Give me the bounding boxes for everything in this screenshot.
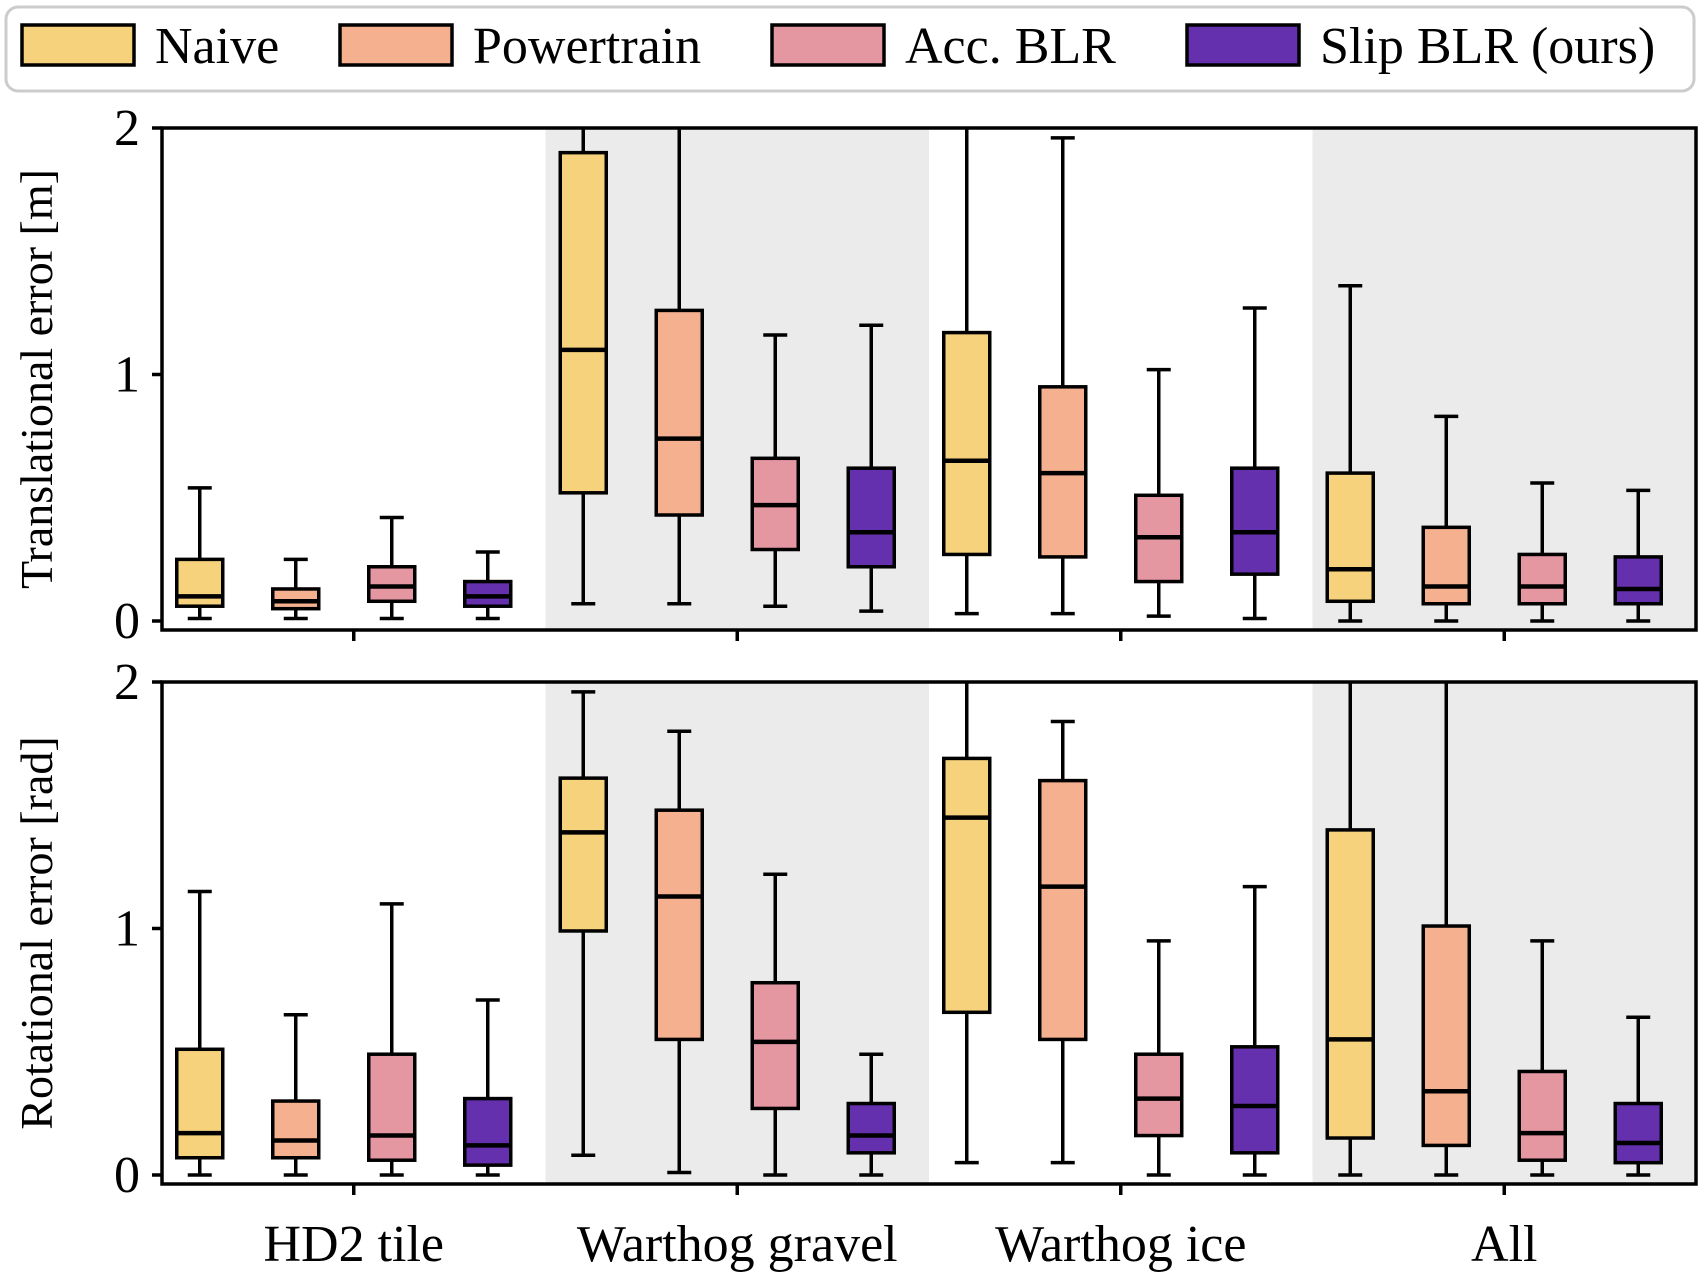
y-tick-label: 0 (114, 593, 140, 650)
box-naive-all (1325, 682, 1375, 1177)
box-iqr (1134, 1052, 1184, 1138)
legend-swatch-slip-blr-ours (1185, 23, 1301, 67)
box-naive-warthog-gravel (558, 690, 608, 1158)
box-iqr (367, 1052, 417, 1162)
box-iqr (1613, 1101, 1663, 1165)
box-acc-blr-warthog-gravel (750, 872, 800, 1177)
box-iqr (1421, 924, 1471, 1148)
box-powertrain-all (1421, 414, 1471, 623)
legend-swatch-acc-blr (770, 23, 886, 67)
box-naive-warthog-ice (942, 128, 992, 616)
category-band-all (1312, 682, 1696, 1184)
box-slip-blr-ours-all (1613, 488, 1663, 623)
box-naive-warthog-gravel (558, 128, 608, 606)
box-iqr (1613, 555, 1663, 606)
legend: Naive Powertrain Acc. BLR Slip BLR (ours) (4, 5, 1696, 93)
box-iqr (654, 308, 704, 517)
box-acc-blr-hd2-tile (367, 515, 417, 621)
x-tick-label-warthog-gravel: Warthog gravel (577, 1216, 898, 1273)
box-slip-blr-ours-warthog-gravel (846, 323, 896, 613)
category-band-warthog-gravel (545, 682, 929, 1184)
legend-label-powertrain: Powertrain (473, 18, 701, 75)
box-acc-blr-warthog-ice (1134, 367, 1184, 618)
box-iqr (846, 466, 896, 569)
x-tick-label-hd2-tile: HD2 tile (263, 1216, 444, 1273)
box-acc-blr-all (1517, 481, 1567, 623)
y-tick-label: 2 (114, 654, 140, 711)
box-slip-blr-ours-all (1613, 1015, 1663, 1177)
legend-swatch-naive (20, 23, 136, 67)
box-slip-blr-ours-warthog-gravel (846, 1052, 896, 1177)
box-powertrain-hd2-tile (271, 1013, 321, 1177)
y-tick-label: 1 (114, 347, 140, 404)
box-powertrain-warthog-ice (1038, 719, 1088, 1165)
y-tick-label: 1 (114, 901, 140, 958)
box-slip-blr-ours-hd2-tile (463, 550, 513, 621)
box-slip-blr-ours-hd2-tile (463, 998, 513, 1177)
box-acc-blr-warthog-ice (1134, 939, 1184, 1177)
box-powertrain-warthog-ice (1038, 136, 1088, 616)
box-naive-hd2-tile (175, 889, 225, 1177)
category-band-all (1312, 128, 1696, 630)
box-iqr (463, 1096, 513, 1167)
box-powertrain-warthog-gravel (654, 128, 704, 606)
box-iqr (558, 150, 608, 495)
box-iqr (1517, 552, 1567, 606)
box-iqr (942, 330, 992, 557)
box-powertrain-warthog-gravel (654, 729, 704, 1175)
y-axis-title: Rotational error [rad] (11, 736, 62, 1129)
x-tick-label-all: All (1471, 1216, 1537, 1273)
box-iqr (367, 565, 417, 604)
box-iqr (1517, 1069, 1567, 1162)
x-tick-label-warthog-ice: Warthog ice (995, 1216, 1246, 1273)
box-powertrain-all (1421, 682, 1471, 1177)
plot-frame (160, 126, 1698, 632)
panels: 0 1 2 Translational error [m] 0 1 2 Rotational … (11, 100, 1698, 1204)
box-iqr (750, 980, 800, 1111)
box-iqr (463, 579, 513, 608)
box-acc-blr-all (1517, 939, 1567, 1177)
legend-label-slip-blr-ours: Slip BLR (ours) (1320, 18, 1655, 75)
panel-1: 0 1 2 Translational error [m] (11, 100, 1698, 650)
box-iqr (175, 1047, 225, 1160)
box-iqr (175, 557, 225, 608)
box-acc-blr-hd2-tile (367, 902, 417, 1177)
y-tick-label: 0 (114, 1147, 140, 1204)
legend-swatch-powertrain (338, 23, 454, 67)
box-acc-blr-warthog-gravel (750, 333, 800, 608)
panel-2: 0 1 2 Rotational error [rad] (11, 654, 1698, 1204)
box-iqr (558, 776, 608, 933)
y-axis-title: Translational error [m] (11, 169, 62, 589)
box-iqr (654, 808, 704, 1042)
y-tick-label: 2 (114, 100, 140, 157)
box-iqr (271, 587, 321, 611)
box-naive-hd2-tile (175, 486, 225, 621)
box-iqr (1325, 828, 1375, 1140)
x-axis-labels: HD2 tile Warthog gravel Warthog ice All (263, 1216, 1537, 1273)
box-iqr (1230, 1045, 1280, 1155)
box-iqr (1230, 466, 1280, 576)
box-iqr (1325, 471, 1375, 604)
box-naive-all (1325, 284, 1375, 623)
box-iqr (271, 1099, 321, 1160)
legend-label-acc-blr: Acc. BLR (905, 18, 1116, 75)
box-iqr (942, 756, 992, 1015)
box-slip-blr-ours-warthog-ice (1230, 306, 1280, 621)
box-iqr (846, 1101, 896, 1155)
box-slip-blr-ours-warthog-ice (1230, 884, 1280, 1177)
box-naive-warthog-ice (942, 682, 992, 1165)
box-iqr (1421, 525, 1471, 606)
box-iqr (1038, 778, 1088, 1042)
plot-frame (160, 680, 1698, 1186)
box-powertrain-hd2-tile (271, 557, 321, 621)
legend-label-naive: Naive (155, 18, 279, 75)
